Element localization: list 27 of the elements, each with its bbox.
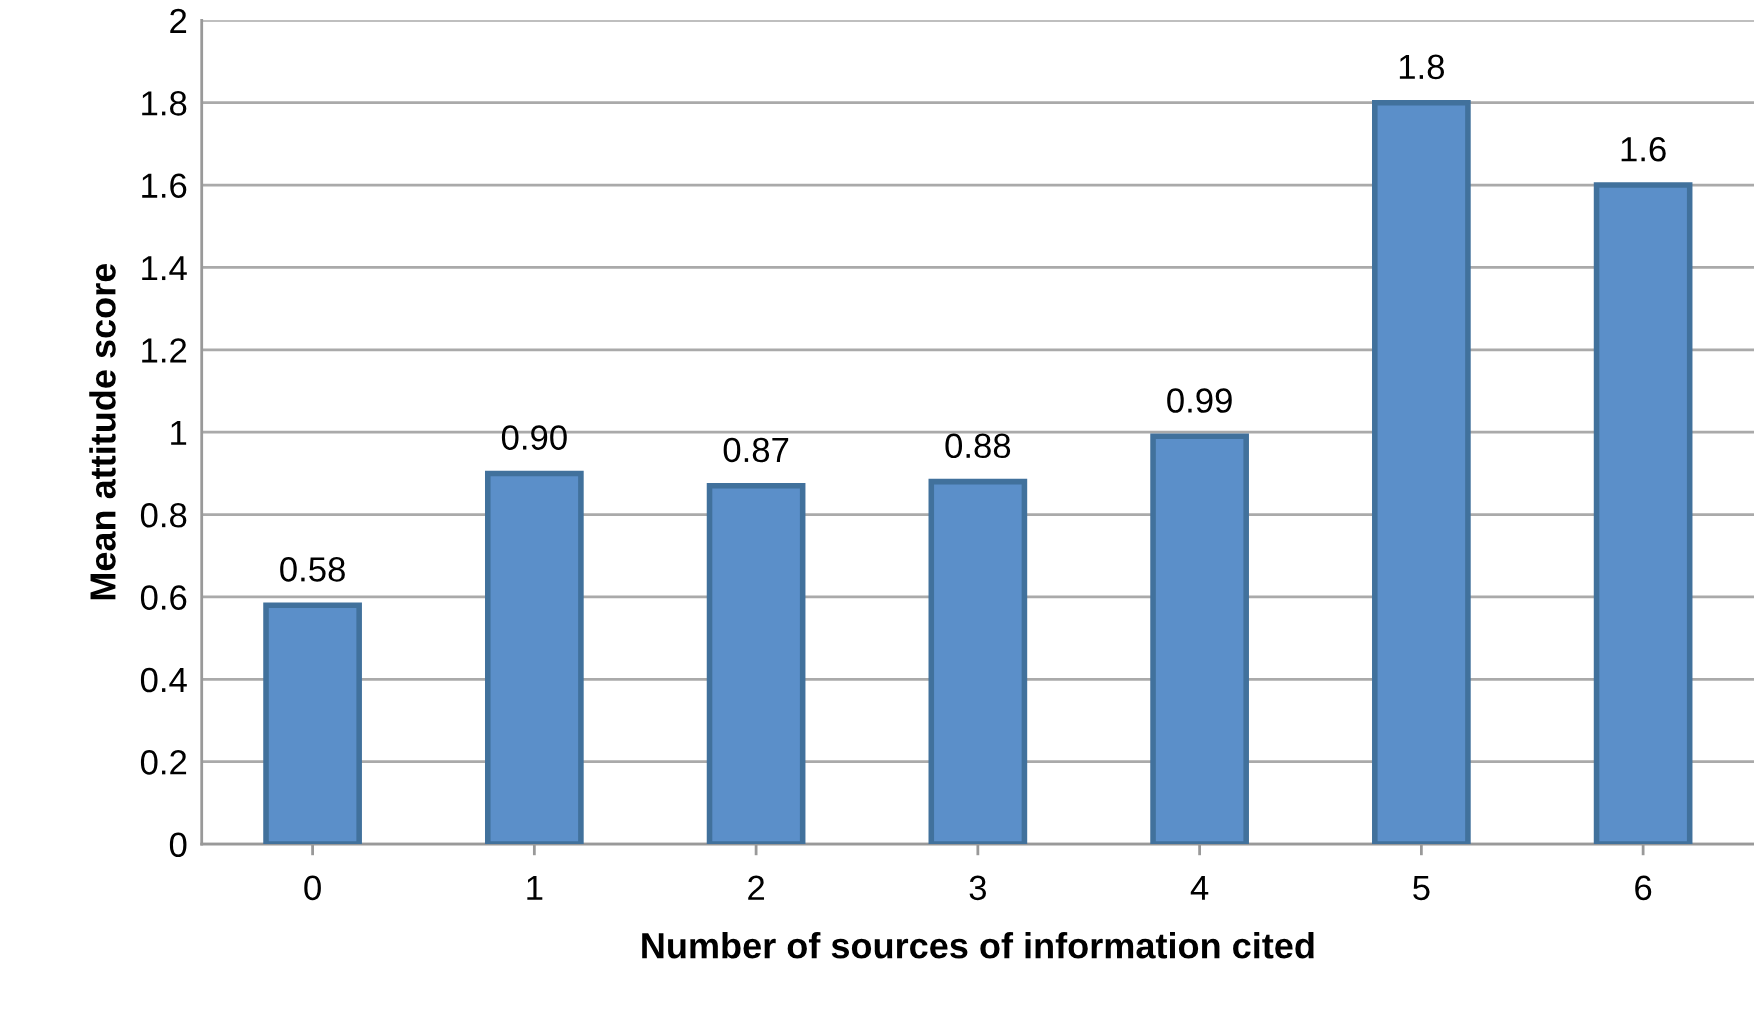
data-label: 0.99 [1167,388,1232,413]
x-tick-label: 0 [304,875,321,901]
y-tick-label: 1.6 [142,173,187,199]
data-label: 1.6 [1621,136,1666,162]
y-tick-label: 0.4 [140,667,187,693]
data-label: 1.8 [1399,54,1444,80]
y-tick-label: 1.2 [142,338,187,363]
y-tick-label: 1.4 [142,256,187,281]
y-tick-label: 0.2 [140,750,187,775]
data-label: 0.88 [945,433,1011,459]
x-tick-label: 3 [969,875,986,901]
data-label: 0.58 [280,557,345,582]
y-axis-title: Mean attitude score [89,263,116,600]
x-tick-label: 4 [1190,875,1209,900]
x-tick-label: 1 [527,875,543,900]
y-tick-label: 0.8 [140,502,187,528]
x-axis-title: Number of sources of information cited [642,932,1314,959]
y-tick-label: 0 [169,832,187,858]
x-tick-label: 2 [748,875,765,900]
data-label: 0.87 [723,437,789,463]
y-tick-label: 1 [171,420,187,445]
x-tick-label: 5 [1413,875,1430,901]
data-label: 0.90 [501,425,567,450]
y-tick-label: 2 [170,8,187,33]
y-tick-label: 0.6 [140,585,187,610]
y-tick-label: 1.8 [142,91,187,116]
x-tick-label: 6 [1635,875,1652,901]
